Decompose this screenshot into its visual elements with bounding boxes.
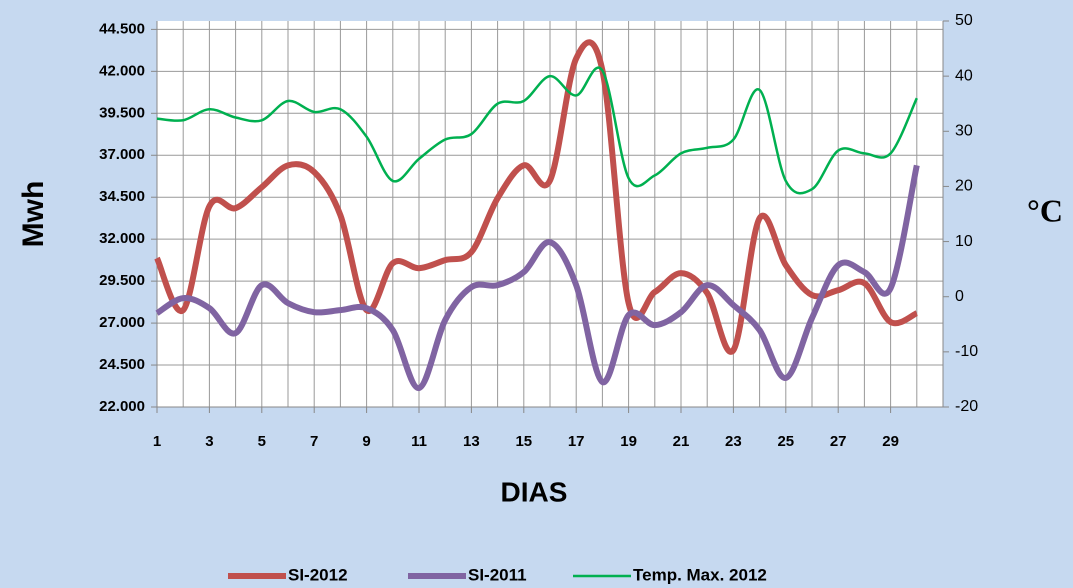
- y2-tick-label: 30: [955, 123, 973, 140]
- y-axis-title: Mwh: [17, 181, 50, 248]
- x-axis-title: DIAS: [501, 476, 568, 507]
- x-tick-label: 19: [620, 433, 637, 450]
- legend-label: SI-2011: [468, 565, 527, 584]
- y-tick-label: 37.000: [99, 146, 145, 163]
- y2-tick-label: 50: [955, 12, 973, 29]
- x-tick-label: 1: [153, 433, 161, 450]
- x-tick-label: 21: [673, 433, 690, 450]
- y-tick-label: 44.500: [99, 20, 145, 37]
- y-tick-label: 29.500: [99, 272, 145, 289]
- legend-label: SI-2012: [288, 565, 348, 584]
- series-line: [156, 66, 918, 195]
- y-tick-label: 42.000: [99, 62, 145, 79]
- x-tick-label: 11: [411, 433, 427, 450]
- y-tick-label: 34.500: [99, 188, 145, 205]
- y2-axis-title: °C: [1027, 192, 1063, 228]
- x-tick-label: 7: [310, 433, 318, 450]
- x-tick-label: 13: [463, 433, 480, 450]
- x-tick-label: 27: [830, 433, 847, 450]
- series-line: [154, 39, 919, 355]
- y2-tick-label: 0: [955, 288, 964, 305]
- legend-label: Temp. Max. 2012: [633, 565, 767, 584]
- y2-tick-label: -10: [955, 343, 978, 360]
- series-line: [155, 164, 920, 392]
- y2-tick-label: 40: [955, 67, 973, 84]
- y2-tick-label: 20: [955, 178, 973, 195]
- x-tick-label: 5: [258, 433, 266, 450]
- y-tick-label: 27.000: [99, 314, 145, 331]
- x-tick-label: 17: [568, 433, 585, 450]
- x-tick-label: 25: [777, 433, 794, 450]
- y-tick-label: 32.000: [99, 230, 145, 247]
- x-tick-label: 23: [725, 433, 742, 450]
- y-tick-label: 22.000: [99, 398, 145, 415]
- x-tick-label: 9: [362, 433, 370, 450]
- x-tick-label: 3: [205, 433, 213, 450]
- x-tick-label: 15: [515, 433, 532, 450]
- y-tick-label: 39.500: [99, 104, 145, 121]
- x-tick-label: 29: [882, 433, 899, 450]
- y-tick-label: 24.500: [99, 356, 145, 373]
- y2-tick-label: 10: [955, 233, 973, 250]
- y2-tick-label: -20: [955, 398, 978, 415]
